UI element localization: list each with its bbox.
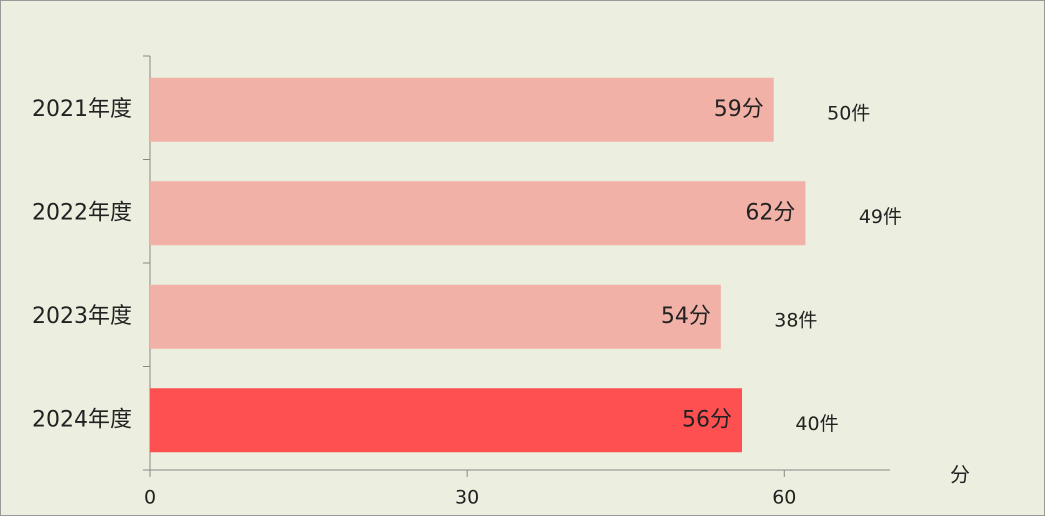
y-tick-label: 2024年度 xyxy=(32,407,132,432)
y-tick-label: 2022年度 xyxy=(32,200,132,225)
bar xyxy=(150,388,742,453)
bar xyxy=(150,77,774,142)
x-axis-label: 分 xyxy=(950,463,970,487)
y-tick-label: 2023年度 xyxy=(32,304,132,329)
value-label: 56分 xyxy=(682,407,732,432)
bar xyxy=(150,284,721,349)
value-label: 54分 xyxy=(661,304,711,329)
x-tick-label: 0 xyxy=(144,487,156,509)
count-label: 38件 xyxy=(774,309,817,331)
count-label: 50件 xyxy=(827,102,870,124)
x-tick-label: 60 xyxy=(772,487,796,509)
count-label: 40件 xyxy=(795,413,838,435)
value-label: 59分 xyxy=(714,97,764,122)
y-tick-label: 2021年度 xyxy=(32,97,132,122)
count-label: 49件 xyxy=(859,206,902,228)
bar xyxy=(150,181,806,246)
value-label: 62分 xyxy=(745,200,795,225)
x-tick-label: 30 xyxy=(455,487,479,509)
